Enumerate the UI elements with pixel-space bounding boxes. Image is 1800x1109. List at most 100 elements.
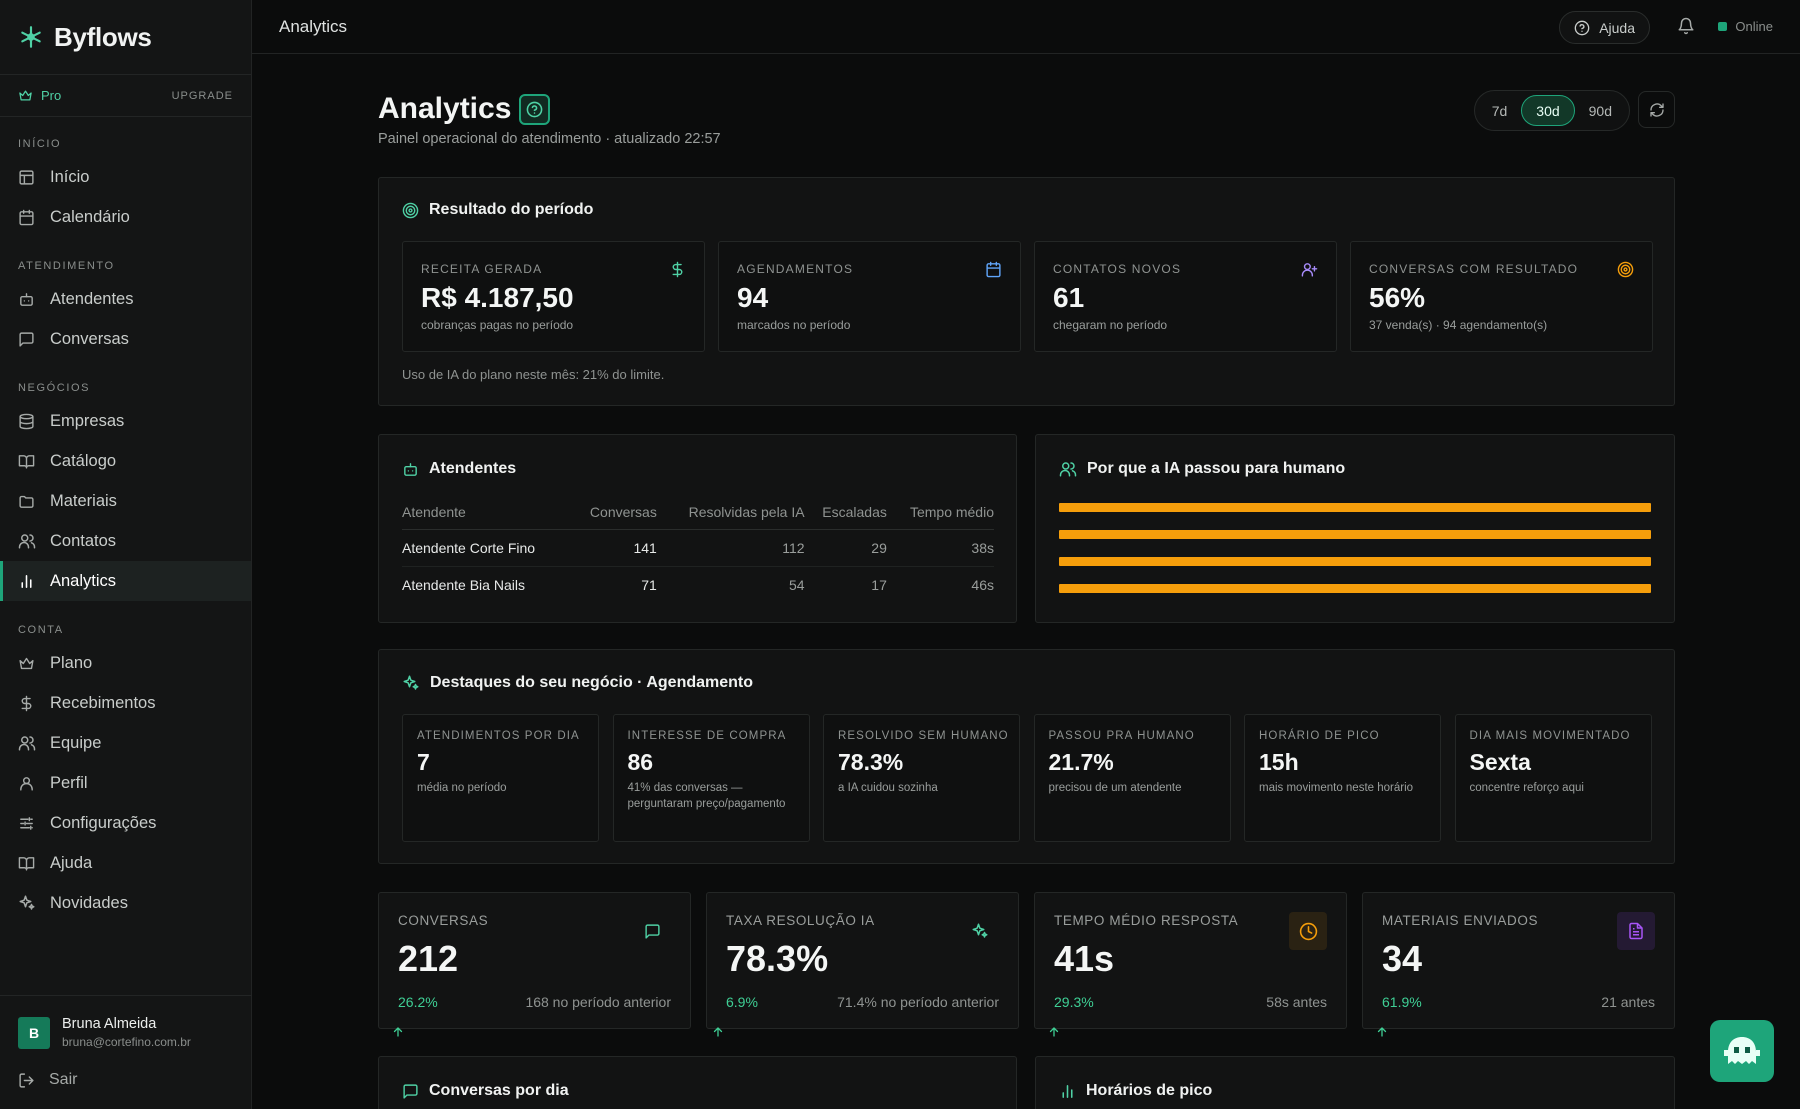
sidebar-item-plano[interactable]: Plano	[0, 643, 251, 683]
stat-label: TEMPO MÉDIO RESPOSTA	[1054, 913, 1239, 928]
crown-icon	[18, 655, 36, 672]
sidebar-item-novidades[interactable]: Novidades	[0, 883, 251, 923]
kpi-note: marcados no período	[737, 318, 851, 332]
highlight-value: 7	[417, 749, 430, 775]
topbar-title: Analytics	[279, 16, 348, 36]
upgrade-link[interactable]: UPGRADE	[171, 89, 233, 102]
sidebar-item-label: Empresas	[50, 411, 125, 430]
table-cell-atendente: Atendente Corte Fino	[402, 529, 572, 567]
sidebar-item-label: Início	[50, 167, 90, 186]
chat-icon	[402, 1083, 419, 1100]
sidebar-item-materiais[interactable]: Materiais	[0, 481, 251, 521]
table-cell-tempo-medio: 38s	[886, 529, 994, 567]
sidebar-item-perfil[interactable]: Perfil	[0, 763, 251, 803]
stat-card-taxa-resolucao-ia: TAXA RESOLUÇÃO IA 78.3% 6.9% 71.4% no pe…	[706, 892, 1019, 1037]
plan-row[interactable]: Pro UPGRADE	[0, 75, 251, 117]
help-label: Ajuda	[1599, 19, 1635, 36]
highlights-title: Destaques do seu negócio · Agendamento	[402, 674, 753, 692]
sidebar-item-label: Analytics	[50, 571, 117, 590]
sidebar-nav: INÍCIO Início Calendário ATENDIMENTO Aten…	[0, 135, 251, 923]
table-cell-tempo-medio: 46s	[971, 576, 994, 593]
main-content: Analytics Painel operacional do atendime…	[378, 54, 1675, 1109]
stat-card-tempo-medio-resposta: TEMPO MÉDIO RESPOSTA 41s 29.3% 58s antes	[1034, 892, 1347, 1037]
highlight-note: média no período	[417, 782, 507, 794]
sidebar-item-label: Equipe	[50, 733, 102, 752]
sidebar-item-conversas[interactable]: Conversas	[0, 319, 251, 359]
stat-delta-value: 61.9%	[1382, 994, 1422, 1010]
bar-chart-icon	[18, 573, 36, 590]
stat-previous: 168 no período anterior	[525, 994, 671, 1010]
help-circle-icon	[1574, 20, 1590, 36]
kpi-value: 94	[737, 282, 769, 313]
range-button-30d[interactable]: 30d	[1521, 95, 1575, 126]
handoff-reasons-card: Por que a IA passou para humano	[1035, 434, 1675, 623]
sidebar-item-label: Contatos	[50, 531, 117, 550]
table-row[interactable]: Atendente Corte Fino 141 112 29 38s	[402, 529, 994, 567]
stat-value: 212	[398, 938, 459, 979]
topbar: Analytics Ajuda Online	[252, 0, 1800, 54]
sidebar-item-equipe[interactable]: Equipe	[0, 723, 251, 763]
sidebar-item-atendentes[interactable]: Atendentes	[0, 279, 251, 319]
sidebar-item-contatos[interactable]: Contatos	[0, 521, 251, 561]
daily-conversations-title-text: Conversas por dia	[429, 1082, 569, 1099]
status-dot	[1718, 22, 1728, 31]
refresh-icon	[1649, 102, 1665, 118]
logout-button[interactable]: Sair	[0, 1049, 252, 1089]
table-row[interactable]: Atendente Bia Nails 71 54 17 46s	[402, 566, 994, 603]
sidebar-item-label: Ajuda	[50, 853, 93, 872]
sidebar-item-inicio[interactable]: Início	[0, 157, 251, 197]
handoff-title: Por que a IA passou para humano	[1059, 460, 1345, 478]
bot-icon	[402, 461, 419, 478]
kpi-card-receita-gerada: RECEITA GERADA R$ 4.187,50 cobranças pag…	[402, 241, 705, 352]
column-header-atendente: Atendente	[402, 495, 572, 530]
help-circle-icon[interactable]	[519, 93, 551, 125]
layout-icon	[18, 169, 36, 186]
stat-delta-value: 26.2%	[398, 994, 438, 1010]
sparkles-icon	[18, 894, 36, 912]
sidebar-item-analytics[interactable]: Analytics	[0, 561, 251, 601]
sidebar-item-label: Recebimentos	[50, 693, 156, 712]
sidebar-item-label: Perfil	[50, 773, 88, 792]
sidebar-item-empresas[interactable]: Empresas	[0, 401, 251, 441]
brand[interactable]: Byflows	[0, 0, 251, 75]
sidebar-item-ajuda[interactable]: Ajuda	[0, 843, 251, 883]
page-title-text: Analytics	[378, 92, 512, 125]
handoff-reason-bar	[1059, 557, 1651, 566]
peak-hours-card: Horários de pico	[1035, 1056, 1675, 1109]
sidebar-item-label: Atendentes	[50, 289, 134, 308]
stat-previous: 71.4% no período anterior	[837, 994, 999, 1010]
bar-chart-icon	[1059, 1083, 1076, 1100]
arrow-up-icon	[1365, 1013, 1403, 1051]
sidebar-item-recebimentos[interactable]: Recebimentos	[0, 683, 251, 723]
table-cell-resolvidas-pela-ia: 112	[656, 529, 805, 567]
highlight-value: 78.3%	[838, 749, 904, 775]
range-button-90d[interactable]: 90d	[1588, 102, 1612, 119]
help-button[interactable]: Ajuda	[1559, 11, 1650, 44]
sidebar-item-calendario[interactable]: Calendário	[0, 197, 251, 237]
stat-label: MATERIAIS ENVIADOS	[1382, 913, 1539, 928]
nav-section-negocios: NEGÓCIOS	[18, 382, 91, 394]
highlight-card-interesse-de-compra: INTERESSE DE COMPRA 86 41% das conversas…	[612, 714, 810, 842]
stat-delta: 29.3%	[1050, 994, 1094, 1037]
target-icon	[402, 202, 419, 219]
table-cell-escaladas: 17	[871, 576, 887, 593]
sidebar-item-label: Plano	[50, 653, 93, 672]
refresh-button[interactable]	[1638, 91, 1675, 128]
agents-title-text: Atendentes	[429, 460, 517, 477]
bell-icon[interactable]	[1677, 17, 1695, 35]
daily-conversations-title: Conversas por dia	[402, 1082, 569, 1100]
arrow-up-icon	[701, 1013, 739, 1051]
chat-assistant-button[interactable]	[1710, 1020, 1774, 1082]
kpi-note: chegaram no período	[1053, 318, 1168, 332]
period-results-title-text: Resultado do período	[429, 201, 594, 218]
highlight-card-atendimentos-por-dia: ATENDIMENTOS POR DIA 7 média no período	[402, 714, 599, 842]
table-cell-conversas: 141	[571, 529, 657, 567]
calendar-icon	[985, 261, 1002, 278]
sparkles-icon	[961, 912, 999, 950]
sidebar-item-configuracoes[interactable]: Configurações	[0, 803, 251, 843]
column-header-tempo-medio: Tempo médio	[886, 495, 994, 530]
calendar-icon	[18, 209, 36, 226]
range-button-7d[interactable]: 7d	[1491, 102, 1508, 119]
sidebar-item-catalogo[interactable]: Catálogo	[0, 441, 251, 481]
user-profile[interactable]: B Bruna Almeida bruna@cortefino.com.br	[0, 996, 252, 1049]
